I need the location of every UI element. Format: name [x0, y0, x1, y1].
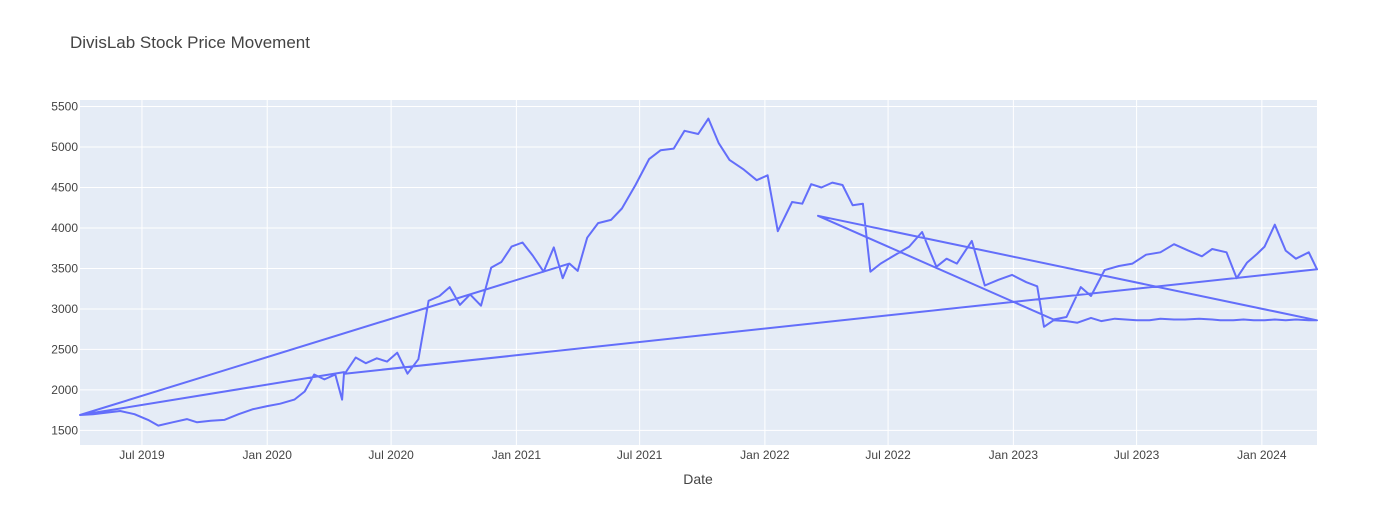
- y-tick-label: 3500: [51, 261, 78, 275]
- grid-lines: [80, 100, 1317, 445]
- y-tick-label: 3000: [51, 302, 78, 316]
- x-tick-label: Jul 2021: [617, 448, 663, 462]
- x-tick-label: Jul 2023: [1114, 448, 1160, 462]
- x-axis-label: Date: [683, 471, 713, 487]
- x-tick-label: Jul 2020: [368, 448, 414, 462]
- y-tick-label: 5000: [51, 140, 78, 154]
- y-tick-label: 5500: [51, 99, 78, 113]
- x-tick-label: Jul 2022: [865, 448, 911, 462]
- y-axis-ticks: 1500 2000 2500 3000 3500 4000 4500 5000 5500: [51, 99, 78, 437]
- x-tick-label: Jan 2020: [243, 448, 293, 462]
- x-tick-label: Jan 2024: [1237, 448, 1287, 462]
- y-tick-label: 1500: [51, 423, 78, 437]
- x-tick-label: Jul 2019: [119, 448, 165, 462]
- y-tick-label: 2000: [51, 383, 78, 397]
- plot-background: [80, 100, 1317, 445]
- x-tick-label: Jan 2022: [740, 448, 790, 462]
- x-axis-ticks: Jul 2019 Jan 2020 Jul 2020 Jan 2021 Jul 2021…: [119, 448, 1287, 462]
- y-tick-label: 4000: [51, 221, 78, 235]
- price-line-series: [79, 117, 1318, 427]
- x-tick-label: Jan 2021: [492, 448, 542, 462]
- y-tick-label: 2500: [51, 342, 78, 356]
- y-tick-label: 4500: [51, 180, 78, 194]
- chart-title: DivisLab Stock Price Movement: [70, 33, 310, 52]
- series-group: [79, 117, 1318, 427]
- x-tick-label: Jan 2023: [989, 448, 1039, 462]
